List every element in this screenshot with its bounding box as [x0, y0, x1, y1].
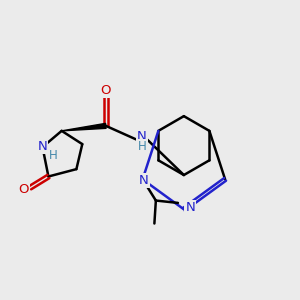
Text: H: H — [49, 149, 57, 162]
Text: N: N — [185, 201, 195, 214]
Text: O: O — [18, 183, 29, 196]
Text: O: O — [100, 84, 111, 97]
Text: N: N — [139, 174, 149, 187]
Text: H: H — [138, 140, 146, 153]
Text: N: N — [137, 130, 147, 143]
Polygon shape — [62, 123, 106, 131]
Text: N: N — [38, 140, 47, 153]
